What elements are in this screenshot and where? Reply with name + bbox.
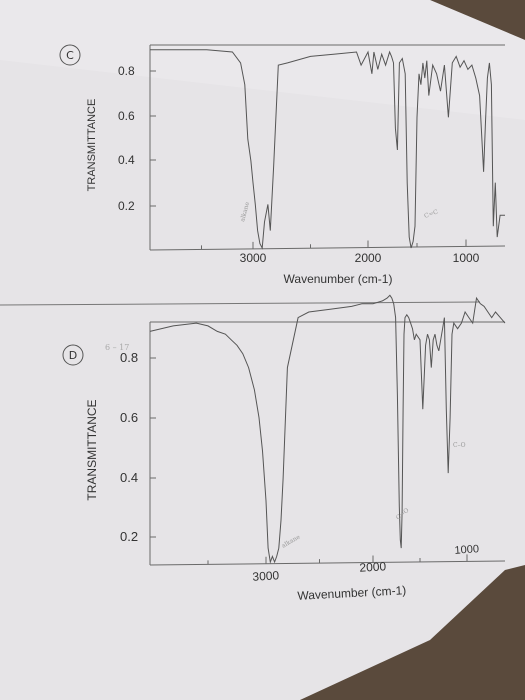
chart-c-ytick-label: 0.4 (118, 153, 135, 167)
chart-c-xlabel: Wavenumber (cm-1) (284, 272, 393, 286)
chart-d-ytick-label: 0.8 (120, 350, 138, 365)
chart-d-ytick-label: 0.4 (120, 470, 138, 485)
chart-d-series-line (149, 294, 506, 564)
chart-d-xtick-label: 3000 (252, 568, 280, 583)
chart-d-frame (149, 321, 506, 566)
chart-d-ylabel: TRANSMITTANCE (85, 399, 99, 500)
chart-d-ticks (150, 357, 468, 565)
x-axis-line (149, 560, 506, 566)
chart-d: D 6 – 17 TRANSMITTANCE 0.8 0.6 0.4 0.2 3… (62, 294, 506, 603)
chart-d-xlabel: Wavenumber (cm-1) (297, 583, 407, 603)
chart-d-xtick-label: 2000 (359, 559, 387, 574)
panel-c-label: C (66, 49, 74, 62)
chart-d-annotation: C–O (453, 442, 466, 449)
chart-c: C TRANSMITTANCE 0.8 0.6 0.4 0.2 3000 200… (59, 44, 506, 286)
chart-d-ytick-label: 0.6 (120, 410, 138, 425)
paper-highlight (0, 0, 525, 120)
chart-c-ytick-label: 0.2 (118, 199, 135, 213)
chart-c-ytick-label: 0.6 (118, 109, 135, 123)
chart-d-margin-note: 6 – 17 (105, 343, 129, 352)
chart-c-xtick-label: 3000 (240, 251, 267, 265)
panel-c-label-circle (59, 44, 81, 66)
chart-c-annotation: C=C (423, 208, 439, 220)
panel-d-label: D (69, 349, 77, 362)
chart-c-xtick-label: 1000 (453, 251, 480, 265)
panel-d-label-circle (62, 344, 84, 366)
x-axis-line (149, 245, 506, 251)
chart-c-frame (149, 44, 506, 251)
panel-divider (0, 301, 481, 306)
chart-c-series-line (150, 49, 505, 250)
chart-c-ticks (150, 70, 467, 250)
chart-d-xtick-label: 1000 (454, 543, 479, 557)
chart-c-xtick-label: 2000 (355, 251, 382, 265)
chart-c-ylabel: TRANSMITTANCE (86, 99, 98, 192)
chart-d-ytick-label: 0.2 (120, 529, 138, 544)
chart-c-ytick-label: 0.8 (118, 64, 135, 78)
